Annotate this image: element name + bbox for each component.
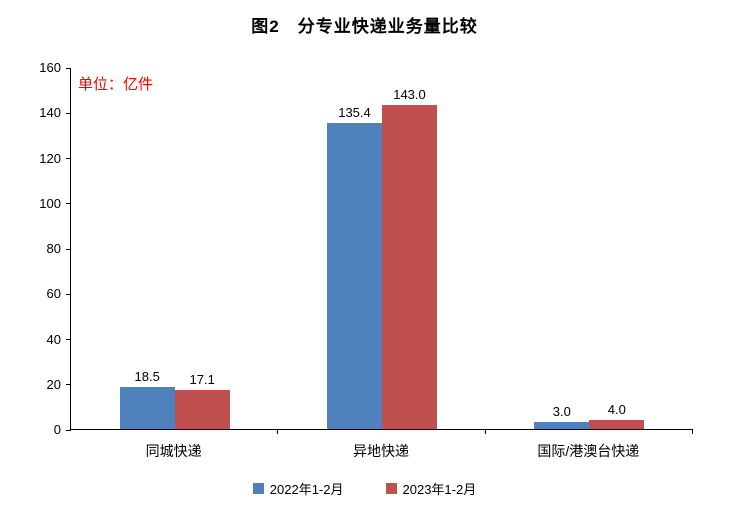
- x-axis-tick-mark: [277, 429, 279, 434]
- y-axis-tick-mark: [66, 248, 71, 250]
- bar-value-label: 18.5: [134, 369, 160, 385]
- y-axis-tick-label: 60: [46, 286, 61, 302]
- legend-label: 2023年1-2月: [402, 482, 477, 497]
- y-axis-tick-label: 80: [46, 241, 61, 256]
- y-axis-tick-mark: [66, 293, 71, 295]
- x-axis-category-label: 异地快递: [352, 443, 409, 459]
- y-axis-tick-label: 120: [39, 150, 61, 166]
- bar-value-label: 4.0: [607, 401, 626, 417]
- chart-title: 图2 分专业快递业务量比较: [251, 17, 478, 36]
- y-axis-tick-label: 100: [39, 195, 61, 211]
- x-axis-tick-mark: [692, 429, 693, 434]
- y-axis-tick-label: 140: [39, 105, 61, 121]
- legend-item: 2023年1-2月: [385, 479, 477, 498]
- bar-series1-cat1: [382, 105, 437, 429]
- y-axis-tick-mark: [66, 203, 71, 205]
- y-axis-tick-mark: [66, 112, 71, 114]
- y-axis-tick-mark: [66, 158, 71, 159]
- legend: 2022年1-2月 2023年1-2月: [0, 479, 729, 498]
- y-axis-tick-label: 20: [46, 376, 61, 392]
- legend-swatch-icon: [252, 483, 264, 494]
- legend-swatch-icon: [385, 483, 397, 494]
- x-axis-tick-mark: [484, 429, 486, 434]
- x-axis-category-label: 同城快递: [145, 443, 202, 459]
- x-axis-labels: 同城快递 异地快递 国际/港澳台快递: [70, 441, 692, 461]
- y-axis-tick-label: 160: [39, 60, 61, 75]
- bar-value-label: 143.0: [393, 87, 426, 103]
- x-axis-category-label: 国际/港澳台快递: [537, 443, 640, 459]
- legend-item: 2022年1-2月: [252, 479, 344, 498]
- legend-label: 2022年1-2月: [269, 482, 344, 497]
- y-axis-tick-label: 0: [53, 422, 61, 437]
- y-axis-tick-mark: [66, 429, 71, 431]
- bar-series0-cat0: [119, 387, 175, 429]
- y-axis-tick-mark: [66, 67, 71, 69]
- bar-series1-cat0: [174, 390, 230, 429]
- bar-series0-cat2: [534, 422, 590, 429]
- bar-value-label: 17.1: [189, 372, 215, 388]
- bar-value-label: 135.4: [338, 104, 371, 120]
- y-axis-tick-mark: [66, 384, 71, 386]
- plot-area: 0 20 40 60 80 100 120 140 160 18.5 17.1 135.4 143.0 3…: [39, 60, 693, 437]
- bar-series0-cat1: [327, 122, 382, 429]
- bar-value-label: 3.0: [552, 404, 571, 420]
- y-axis-tick-label: 40: [46, 331, 61, 347]
- unit-label: 单位：亿件: [78, 76, 154, 93]
- y-axis-tick-mark: [66, 339, 71, 340]
- bar-series1-cat2: [589, 419, 645, 429]
